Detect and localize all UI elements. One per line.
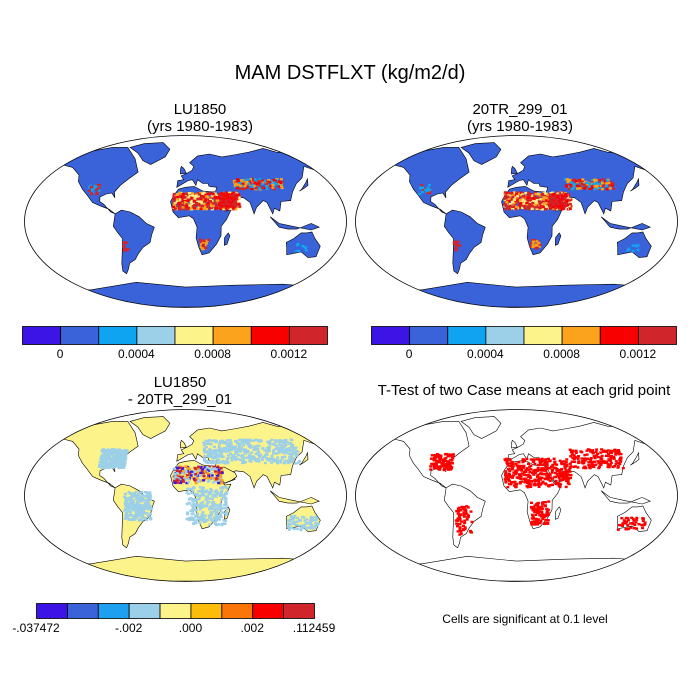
continent-greenland <box>460 416 502 439</box>
colorbar-swatch <box>98 326 138 345</box>
colorbar-tick-label: -.002 <box>114 621 143 635</box>
colorbar-swatch <box>22 326 62 345</box>
map-20tr-299-01 <box>355 135 678 308</box>
colorbar-swatch <box>409 326 449 345</box>
colorbar-tick-label: 0.0012 <box>619 347 657 361</box>
colorbar-swatch <box>221 603 254 619</box>
continent-indonesia <box>600 216 651 231</box>
panel-title-line2: (yrs 1980-1983) <box>147 118 253 135</box>
continent-britain <box>180 165 187 175</box>
continent-indonesia <box>269 490 320 505</box>
colorbar-tick-label: 0 <box>405 347 413 361</box>
colorbar-bottom-left <box>36 603 315 619</box>
panel-title-line1: LU1850 <box>173 101 227 118</box>
continent-australia <box>285 231 321 258</box>
colorbar-swatch <box>523 326 563 345</box>
colorbar-swatch <box>60 326 100 345</box>
panel-title-bottom-left: LU1850 - 20TR_299_01 <box>30 374 330 408</box>
colorbar-swatch <box>66 603 99 619</box>
panel-title-top-left: LU1850 (yrs 1980-1983) <box>50 101 350 135</box>
colorbar-swatch <box>599 326 639 345</box>
colorbar-tick-label: .112459 <box>292 621 336 635</box>
continent-japan <box>299 177 309 192</box>
colorbar-tick-label: -.037472 <box>12 621 60 635</box>
colorbar-swatch <box>36 603 68 619</box>
colorbar-swatch <box>174 326 214 345</box>
colorbar-swatch <box>637 326 677 345</box>
colorbar-swatch <box>190 603 223 619</box>
continent-greenland <box>129 416 171 439</box>
colorbar-top-left <box>22 326 328 345</box>
colorbar-swatch <box>485 326 525 345</box>
colorbar-swatch <box>447 326 487 345</box>
significance-note: Cells are significant at 0.1 level <box>442 612 608 626</box>
panel-title-line2: (yrs 1980-1983) <box>467 118 573 135</box>
continent-indonesia <box>600 490 651 505</box>
figure-title: MAM DSTFLXT (kg/m2/d) <box>234 62 466 84</box>
map-ttest <box>355 409 678 582</box>
continent-britain <box>511 439 518 449</box>
colorbar-swatch <box>252 603 285 619</box>
continent-greenland <box>460 142 502 165</box>
panel-title-top-right: 20TR_299_01 (yrs 1980-1983) <box>370 101 670 135</box>
colorbar-tick-label: .000 <box>178 621 203 635</box>
colorbar-tick-label: 0.0004 <box>118 347 155 361</box>
continent-indonesia <box>269 216 320 231</box>
continent-madagascar <box>554 232 562 246</box>
colorbar-tick-label: 0.0004 <box>467 347 504 361</box>
map-difference <box>24 409 347 582</box>
continent-japan <box>299 451 309 466</box>
map-lu1850 <box>24 135 347 308</box>
panel-title-line1: 20TR_299_01 <box>472 101 568 118</box>
continent-northAmerica <box>48 421 139 489</box>
continent-britain <box>180 439 187 449</box>
continent-greenland <box>129 142 171 165</box>
colorbar-tick-label: .002 <box>240 621 264 635</box>
colorbar-tick-label: 0.0012 <box>270 347 308 361</box>
colorbar-swatch <box>288 326 328 345</box>
continent-britain <box>511 165 518 175</box>
continent-northAmerica <box>379 147 470 215</box>
colorbar-swatch <box>250 326 290 345</box>
colorbar-swatch <box>371 326 411 345</box>
continent-northAmerica <box>48 147 139 215</box>
colorbar-tick-label: 0 <box>56 347 64 361</box>
colorbar-swatch <box>283 603 315 619</box>
panel-title-line2: - 20TR_299_01 <box>127 391 233 408</box>
continent-madagascar <box>554 506 562 520</box>
colorbar-tick-label: 0.0008 <box>194 347 231 361</box>
continent-madagascar <box>223 232 231 246</box>
colorbar-swatch <box>128 603 161 619</box>
colorbar-swatch <box>212 326 252 345</box>
continent-northAmerica <box>379 421 470 489</box>
colorbar-swatch <box>159 603 192 619</box>
continent-japan <box>630 177 640 192</box>
colorbar-tick-label: 0.0008 <box>543 347 580 361</box>
colorbar-top-right <box>371 326 677 345</box>
colorbar-swatch <box>136 326 176 345</box>
colorbar-swatch <box>561 326 601 345</box>
panel-title-bottom-right: T-Test of two Case means at each grid po… <box>377 382 671 399</box>
colorbar-swatch <box>97 603 130 619</box>
panel-title-line1: LU1850 <box>153 374 207 391</box>
continent-japan <box>630 451 640 466</box>
